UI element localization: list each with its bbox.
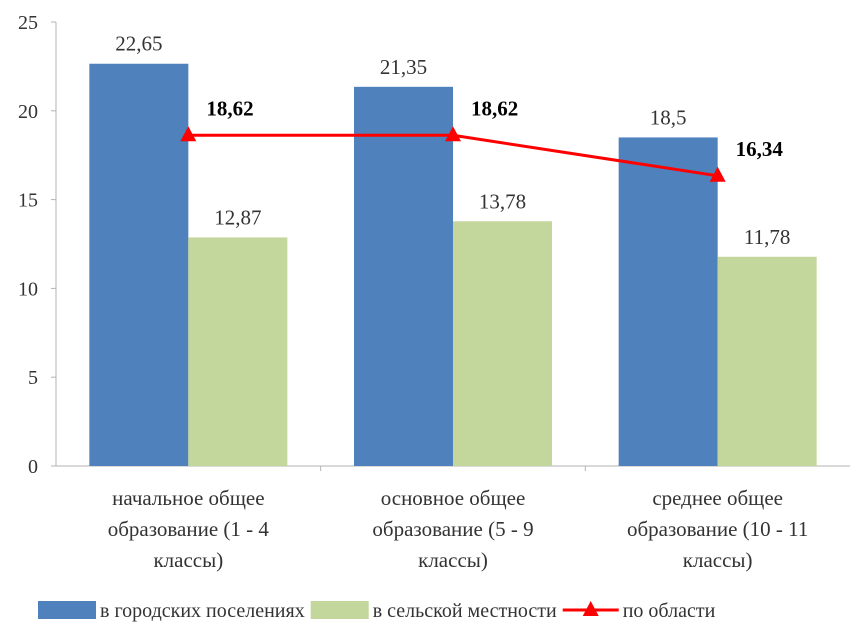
line-data-label: 16,34 [736,137,784,161]
x-tick-label: образование (1 - 4 [108,517,270,541]
legend-label: в сельской местности [373,600,557,622]
bar-data-label: 21,35 [380,55,427,79]
legend-swatch [310,601,369,619]
line-point-marker [445,126,461,142]
legend-label: в городских поселениях [100,600,305,622]
line-data-label: 18,62 [471,96,518,120]
legend: в городских поселениях в сельской местнос… [38,600,716,622]
y-tick-label: 10 [18,278,38,300]
bar [354,86,453,466]
x-tick-label: среднее общее [652,486,783,510]
x-tick-label: образование (10 - 11 [627,517,808,541]
bar-data-label: 13,78 [479,189,526,213]
line-point-marker [709,166,726,182]
y-tick-label: 5 [28,367,38,389]
bar-data-label: 12,87 [214,205,261,229]
bar [717,256,817,466]
bar [188,237,288,466]
x-tick-label: образование (5 - 9 [372,517,533,541]
y-tick-label: 0 [28,456,38,478]
legend-swatch [38,601,96,619]
legend-label: по области [623,600,716,622]
y-tick-label: 20 [18,101,38,123]
legend-marker [582,601,599,616]
bar-data-label: 22,65 [115,32,162,56]
x-tick-label: начальное общее [112,486,264,510]
bar-data-label: 18,5 [650,105,687,129]
line-data-label: 18,62 [206,96,253,120]
line-series [180,126,726,182]
x-tick-label: классы) [418,548,488,572]
data-labels: 22,65 12,87 21,35 13,78 18,5 11,78 18,62 18,62 1… [115,32,790,249]
category-labels: начальное общее образование (1 - 4 классы)… [108,486,809,572]
line-point-marker [180,126,197,142]
bar [453,221,552,466]
bar [89,63,189,467]
x-tick-label: классы) [153,548,223,572]
y-tick-label: 15 [18,190,38,212]
x-tick-label: основное общее [381,486,526,510]
y-tick-label: 25 [18,12,38,34]
bar-data-label: 11,78 [744,225,790,249]
bar [618,137,718,466]
x-tick-label: классы) [683,548,753,572]
bars [89,63,817,467]
